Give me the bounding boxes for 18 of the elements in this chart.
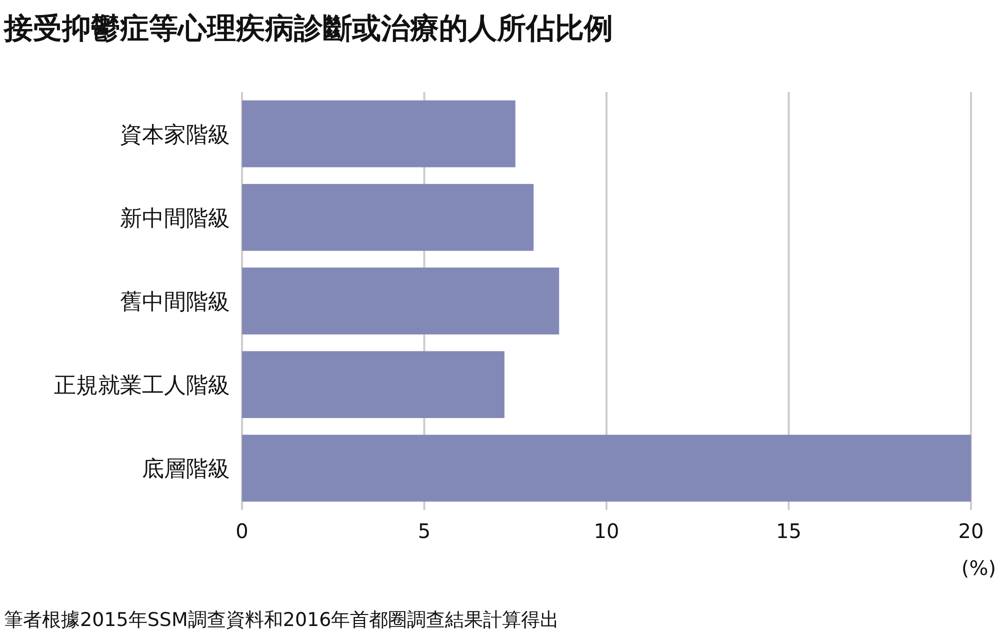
- x-tick-label: 10: [594, 519, 620, 543]
- x-tick-label: 15: [776, 519, 802, 543]
- x-axis-title: (%): [961, 556, 996, 580]
- bar: [242, 351, 504, 418]
- chart-title: 接受抑鬱症等心理疾病診斷或治療的人所佔比例: [3, 11, 613, 45]
- y-tick-label: 正規就業工人階級: [54, 374, 230, 399]
- y-tick-label: 舊中間階級: [120, 290, 230, 315]
- y-tick-label: 資本家階級: [120, 122, 230, 148]
- bar: [242, 100, 516, 168]
- x-tick-label: 5: [418, 519, 431, 543]
- text: 筆者根據2015年SSM調查資料和2016年首都圈調查結果計算得出: [4, 609, 560, 631]
- bar: [242, 184, 534, 251]
- bar: [242, 434, 971, 502]
- y-tick-label: 底層階級: [142, 457, 230, 482]
- bar: [242, 268, 560, 334]
- x-tick-label: 0: [236, 519, 248, 543]
- y-tick-label: 新中間階級: [120, 206, 230, 232]
- x-tick-label: 20: [958, 519, 984, 543]
